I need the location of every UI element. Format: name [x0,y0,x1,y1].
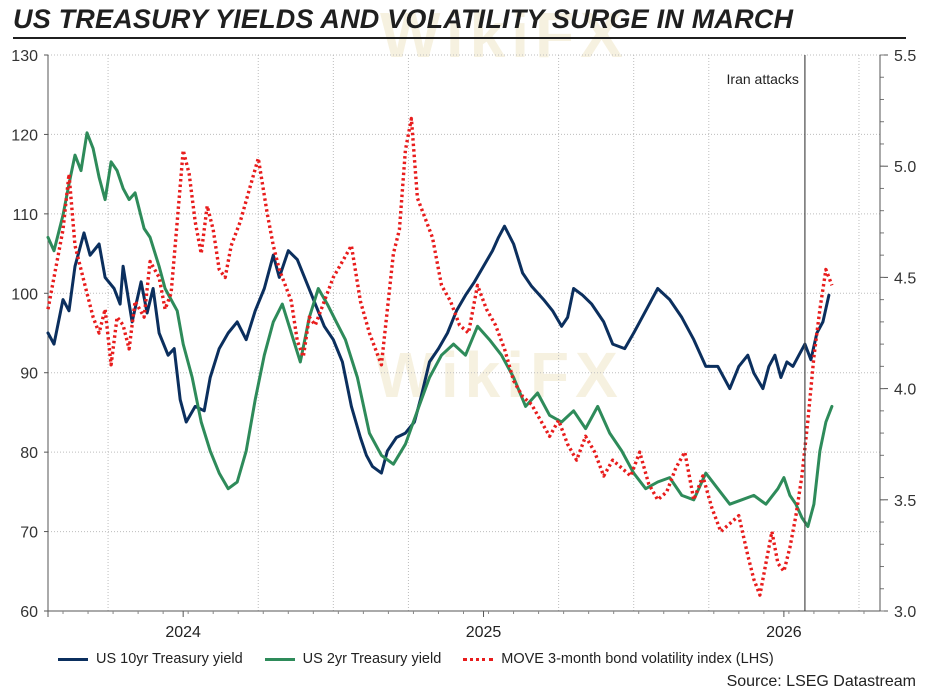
y-left-tick-label: 70 [20,525,38,542]
y-right-tick-label: 4.5 [894,270,916,287]
x-tick-label: 2024 [165,624,201,641]
y-right-tick-label: 3.5 [894,493,916,510]
grid [48,54,880,611]
y-left-tick-label: 120 [11,127,38,144]
y-left-tick-label: 130 [11,48,38,65]
y-right-tick-label: 4.0 [894,382,916,399]
y-left-tick-label: 80 [20,445,38,462]
legend: US 10yr Treasury yield US 2yr Treasury y… [58,648,796,670]
y-right-tick-label: 3.0 [894,604,916,621]
legend-swatch-10yr [58,657,88,661]
y-right-tick-label: 5.5 [894,48,916,65]
y-left-tick-label: 100 [11,286,38,303]
legend-swatch-move [463,657,494,661]
title-underline [13,37,906,39]
legend-item-move: MOVE 3-month bond volatility index (LHS) [463,651,774,667]
legend-swatch-2yr [264,657,295,661]
y-left-tick-label: 90 [20,366,38,383]
legend-label-2yr: US 2yr Treasury yield [302,651,442,667]
axes: 60 70 80 90 100 110 120 130 3.0 3.5 4.0 4.5 5.0 5.5 20… [11,48,916,641]
watermark-top: WikiFX [380,0,629,71]
legend-item-10yr: US 10yr Treasury yield [58,651,243,667]
y-left-tick-label: 60 [20,604,38,621]
y-right-tick-label: 5.0 [894,159,916,176]
chart-title: US TREASURY YIELDS AND VOLATILITY SURGE … [13,4,794,34]
annotations: Iran attacks [727,55,806,611]
annotation-label: Iran attacks [727,71,799,87]
legend-label-10yr: US 10yr Treasury yield [96,651,243,667]
source-note: Source: LSEG Datastream [726,673,916,690]
series-2yr-line [46,131,834,528]
series [46,116,834,597]
y-left-tick-label: 110 [12,207,38,224]
legend-item-2yr: US 2yr Treasury yield [264,651,442,667]
legend-label-move: MOVE 3-month bond volatility index (LHS) [501,651,774,667]
x-tick-label: 2026 [766,624,802,641]
x-tick-label: 2025 [466,624,502,641]
